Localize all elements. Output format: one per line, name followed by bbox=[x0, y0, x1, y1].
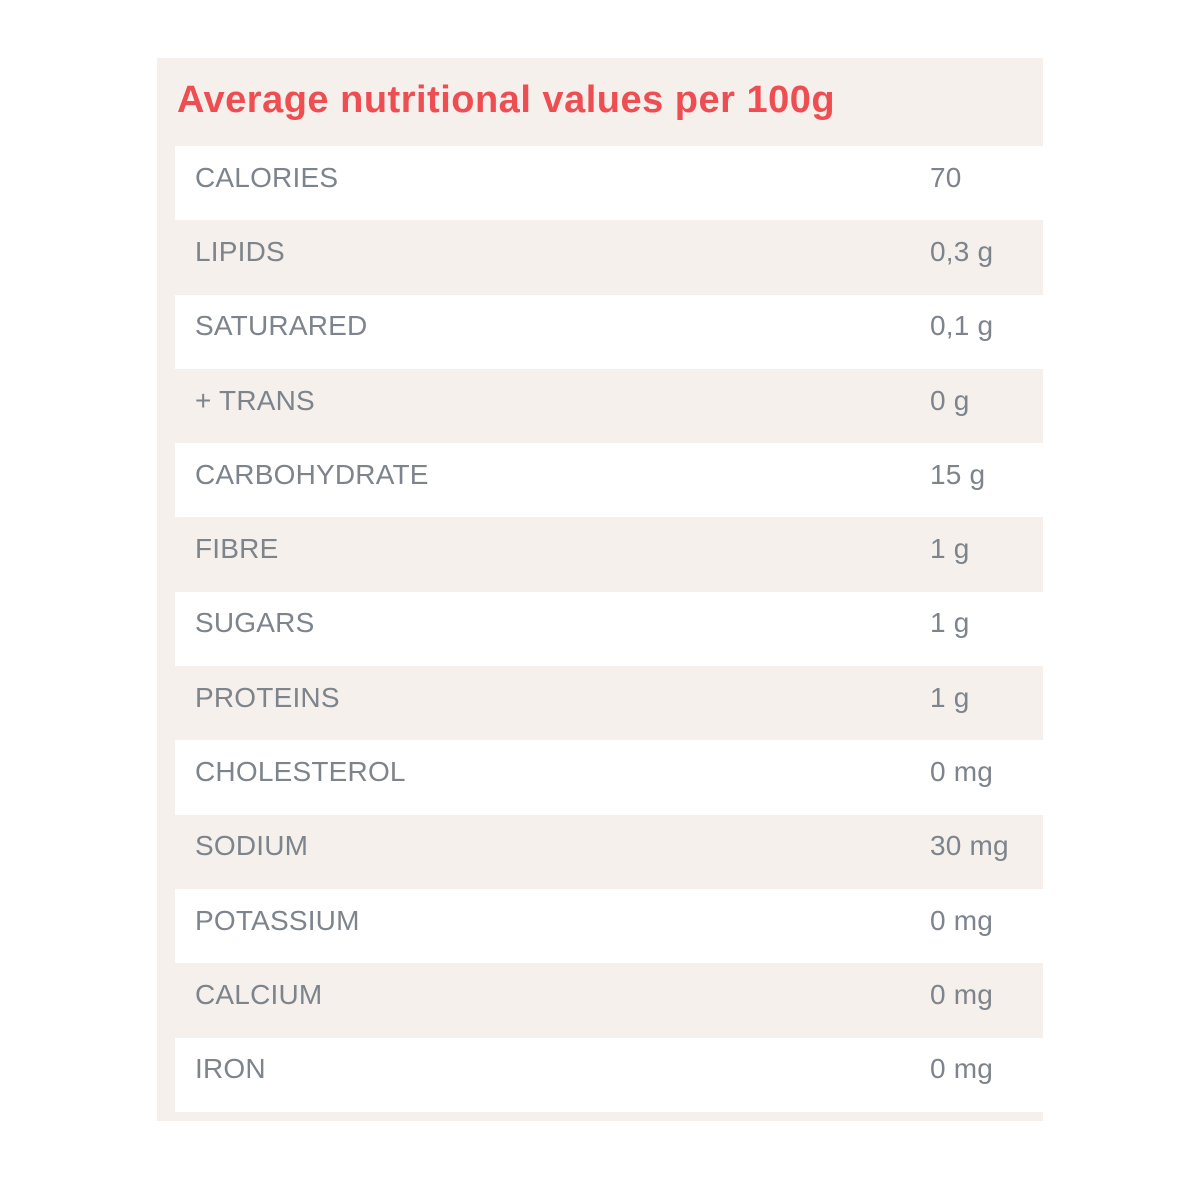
nutrient-label: CHOLESTEROL bbox=[195, 756, 406, 788]
nutrient-label: SUGARS bbox=[195, 607, 315, 639]
nutrition-card: Average nutritional values per 100g CALO… bbox=[157, 58, 1043, 1121]
nutrient-value: 30 mg bbox=[930, 830, 1009, 862]
table-row: CHOLESTEROL 0 mg bbox=[175, 740, 1043, 815]
nutrient-label: PROTEINS bbox=[195, 681, 340, 713]
nutrient-label: IRON bbox=[195, 1053, 266, 1085]
table-row: SATURARED 0,1 g bbox=[175, 294, 1043, 369]
nutrient-label: + TRANS bbox=[195, 384, 315, 416]
nutrient-label: CALORIES bbox=[195, 161, 339, 193]
table-row: SODIUM 30 mg bbox=[175, 815, 1043, 889]
nutrient-label: SATURARED bbox=[195, 310, 368, 342]
nutrient-label: CARBOHYDRATE bbox=[195, 458, 429, 490]
nutrient-value: 0,1 g bbox=[930, 310, 994, 342]
nutrient-label: LIPIDS bbox=[195, 235, 285, 267]
nutrient-value: 1 g bbox=[930, 681, 970, 713]
nutrient-value: 0,3 g bbox=[930, 235, 994, 267]
nutrient-label: FIBRE bbox=[195, 533, 279, 565]
nutrient-value: 1 g bbox=[930, 607, 970, 639]
table-row: CALCIUM 0 mg bbox=[175, 963, 1043, 1037]
nutrient-label: POTASSIUM bbox=[195, 904, 360, 936]
table-row: + TRANS 0 g bbox=[175, 369, 1043, 443]
nutrient-value: 0 mg bbox=[930, 756, 994, 788]
nutrition-table: CALORIES 70 LIPIDS 0,3 g SATURARED 0,1 g… bbox=[175, 146, 1043, 1112]
nutrient-value: 70 bbox=[930, 161, 962, 193]
nutrient-value: 15 g bbox=[930, 458, 986, 490]
nutrient-value: 0 mg bbox=[930, 1053, 994, 1085]
nutrient-label: SODIUM bbox=[195, 830, 309, 862]
table-row: FIBRE 1 g bbox=[175, 517, 1043, 591]
nutrition-table-title: Average nutritional values per 100g bbox=[177, 79, 836, 121]
table-row: SUGARS 1 g bbox=[175, 591, 1043, 667]
table-row: CALORIES 70 bbox=[175, 146, 1043, 221]
table-row: CARBOHYDRATE 15 g bbox=[175, 443, 1043, 518]
nutrient-value: 0 g bbox=[930, 384, 970, 416]
nutrient-label: CALCIUM bbox=[195, 978, 323, 1010]
table-row: LIPIDS 0,3 g bbox=[175, 220, 1043, 294]
nutrient-value: 1 g bbox=[930, 533, 970, 565]
table-row: POTASSIUM 0 mg bbox=[175, 888, 1043, 964]
table-row: IRON 0 mg bbox=[175, 1037, 1043, 1112]
nutrient-value: 0 mg bbox=[930, 978, 994, 1010]
nutrient-value: 0 mg bbox=[930, 904, 994, 936]
table-row: PROTEINS 1 g bbox=[175, 666, 1043, 740]
